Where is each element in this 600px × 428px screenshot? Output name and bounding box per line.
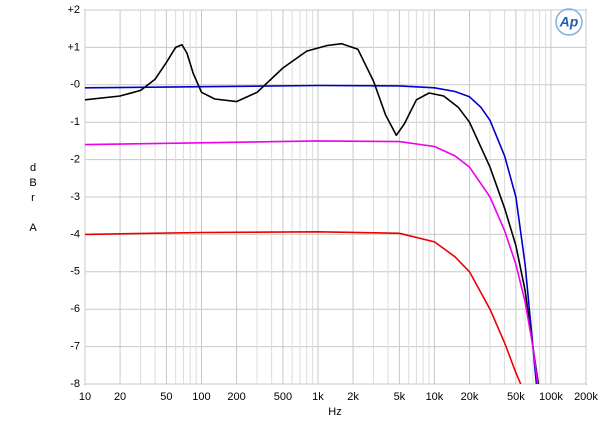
x-tick-label: 20 (114, 391, 126, 403)
series-line (84, 84, 538, 385)
x-tick-label: 100k (539, 391, 563, 403)
series-line (84, 140, 539, 385)
x-tick-label: 200k (574, 391, 598, 403)
y-tick-label: -1 (70, 116, 80, 128)
x-tick-label: 10 (79, 391, 91, 403)
logo: Ap (559, 14, 579, 30)
x-tick-label: 10k (426, 391, 444, 403)
series-line (84, 42, 540, 385)
x-tick-label: 200 (227, 391, 245, 403)
y-tick-label: -0 (70, 79, 80, 91)
y-tick-label: +2 (67, 4, 80, 16)
x-tick-label: 5k (394, 391, 406, 403)
series-line (84, 231, 522, 385)
x-tick-label: 100 (192, 391, 210, 403)
y-tick-label: -8 (70, 378, 80, 390)
logo-ring (555, 8, 583, 36)
x-tick-label: 50k (507, 391, 525, 403)
x-axis-label: Hz (328, 406, 341, 418)
y-tick-label: -6 (70, 303, 80, 315)
x-tick-label: 1k (312, 391, 324, 403)
y-tick-label: -2 (70, 154, 80, 166)
x-tick-label: 20k (461, 391, 479, 403)
y-tick-label: -4 (70, 228, 80, 240)
x-tick-label: 2k (347, 391, 359, 403)
y-tick-label: -5 (70, 266, 80, 278)
y-tick-label: -7 (70, 341, 80, 353)
y-axis-label: dBr A (27, 162, 39, 237)
x-tick-label: 50 (160, 391, 172, 403)
y-tick-label: -3 (70, 191, 80, 203)
x-tick-label: 500 (274, 391, 292, 403)
y-tick-label: +1 (67, 41, 80, 53)
